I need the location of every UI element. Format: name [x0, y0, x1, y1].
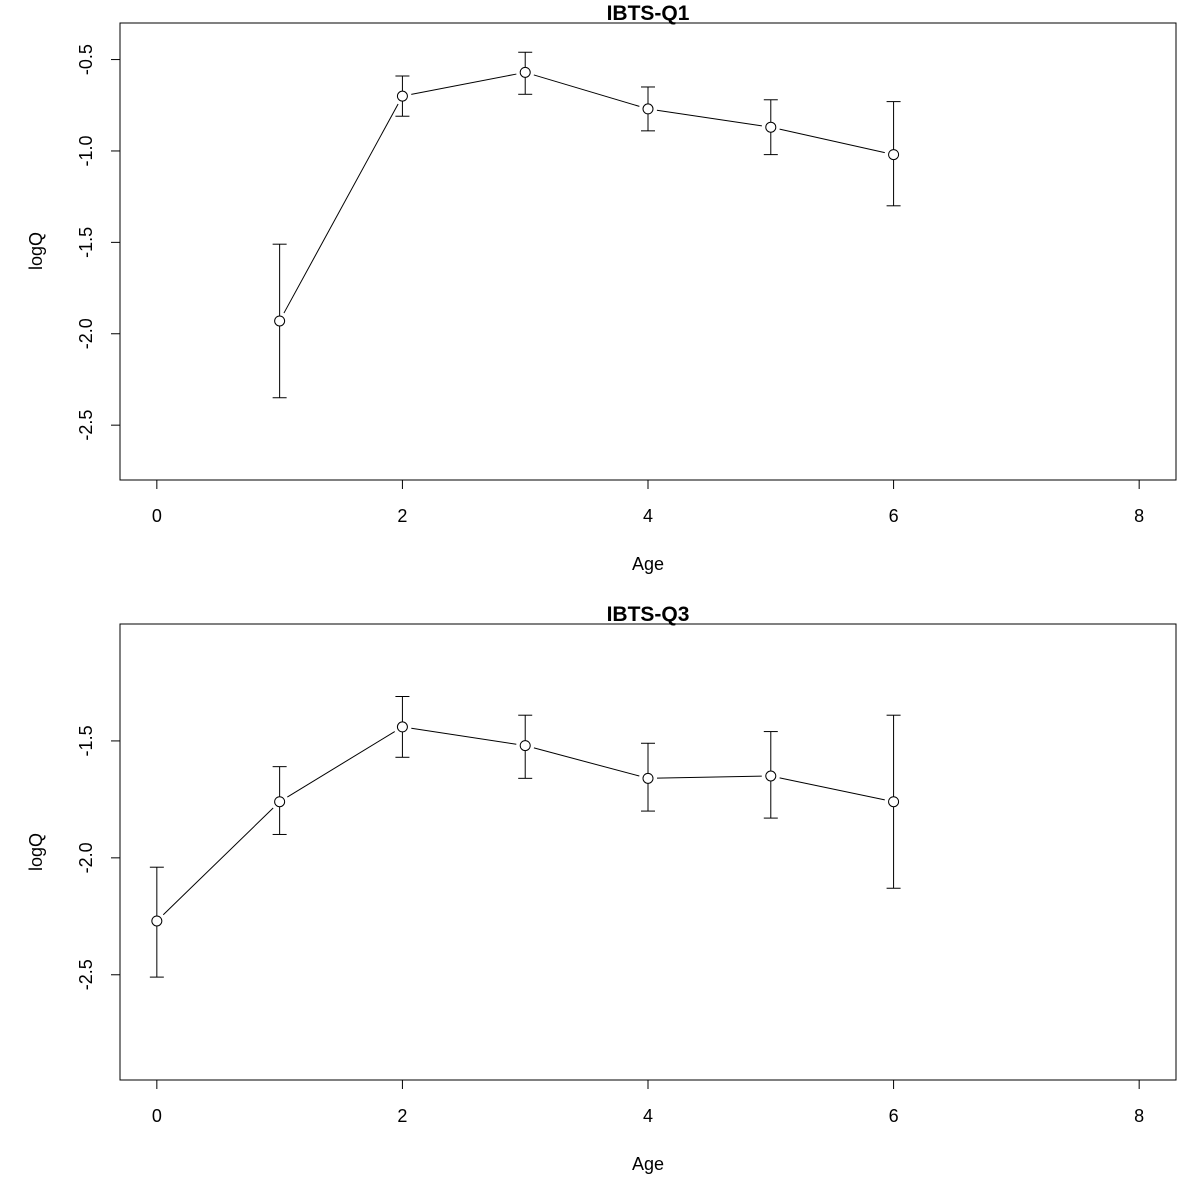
series-line-segment	[162, 807, 274, 916]
x-tick-label: 4	[643, 506, 653, 526]
x-tick-label: 0	[152, 506, 162, 526]
y-tick-label: -1.0	[76, 135, 96, 166]
data-point	[765, 770, 777, 782]
x-tick-label: 6	[889, 506, 899, 526]
data-point	[888, 796, 900, 808]
data-point	[642, 772, 654, 784]
x-axis-title: Age	[632, 1154, 664, 1174]
x-tick-label: 4	[643, 1106, 653, 1126]
x-tick-label: 2	[397, 1106, 407, 1126]
x-axis: 0 2 4 6 8	[152, 479, 1144, 526]
series-marks	[272, 51, 901, 399]
y-axis: -2.5 -2.0 -1.5	[76, 725, 121, 990]
x-tick-label: 0	[152, 1106, 162, 1126]
series-line-segment	[411, 727, 517, 745]
series-marks	[149, 695, 901, 978]
data-point	[888, 149, 900, 161]
data-point	[274, 315, 286, 327]
data-point	[151, 915, 163, 927]
y-tick-label: -2.0	[76, 842, 96, 873]
y-axis-title: logQ	[26, 232, 46, 270]
series-line-segment	[533, 747, 640, 777]
y-axis: -2.5 -2.0 -1.5 -1.0 -0.5	[76, 44, 121, 441]
x-tick-label: 8	[1134, 1106, 1144, 1126]
y-tick-label: -2.5	[76, 959, 96, 990]
series-line-segment	[533, 74, 640, 107]
series-line-segment	[656, 775, 762, 779]
data-point	[396, 90, 408, 102]
x-axis-title: Age	[632, 554, 664, 574]
data-point	[642, 103, 654, 115]
series-line-segment	[411, 73, 517, 95]
plot-title: IBTS-Q3	[607, 603, 690, 626]
y-tick-label: -2.5	[76, 410, 96, 441]
series-line-segment	[287, 731, 395, 798]
x-tick-label: 6	[889, 1106, 899, 1126]
y-axis-title: logQ	[26, 833, 46, 871]
y-tick-label: -0.5	[76, 44, 96, 75]
data-point	[519, 66, 531, 78]
data-point	[765, 121, 777, 133]
x-axis: 0 2 4 6 8	[152, 1079, 1144, 1126]
plot-title: IBTS-Q1	[607, 2, 690, 25]
y-tick-label: -1.5	[76, 725, 96, 756]
x-tick-label: 8	[1134, 506, 1144, 526]
series-line-segment	[779, 777, 885, 801]
y-tick-label: -2.0	[76, 318, 96, 349]
series-line-segment	[779, 128, 885, 154]
x-tick-label: 2	[397, 506, 407, 526]
y-tick-label: -1.5	[76, 227, 96, 258]
series-line-segment	[656, 109, 762, 127]
data-point	[274, 796, 286, 808]
series-line-segment	[283, 103, 399, 314]
data-point	[519, 740, 531, 752]
data-point	[396, 721, 408, 733]
chart-panel-ibts-q3: IBTS-Q3 Age logQ 0 2 4 6 8 -2.5 -2.0 -1.5	[26, 603, 1177, 1174]
plot-frame	[119, 623, 1177, 1081]
